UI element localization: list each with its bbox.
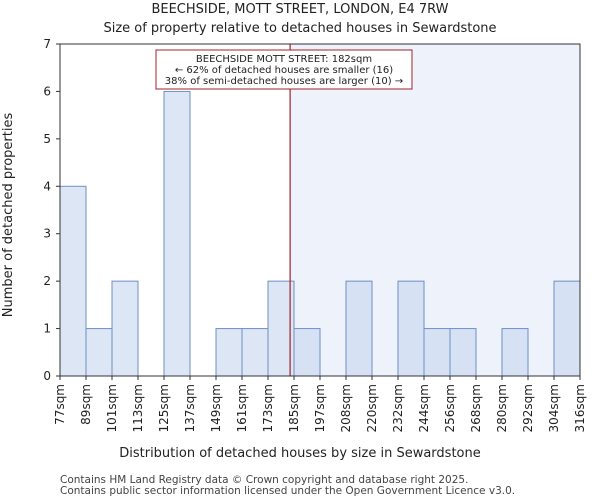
x-tick-label: 292sqm [521,384,535,432]
bar-304sqm [553,280,581,377]
x-tick-label: 185sqm [287,384,301,432]
x-axis-ticks: 77sqm 89sqm 101sqm 113sqm 125sqm 137sqm 149sqm… [53,376,587,432]
y-tick-label: 4 [43,179,51,193]
bar-77sqm [59,185,87,377]
bar-256sqm [449,328,477,377]
annotation-line-2: ← 62% of detached houses are smaller (16… [175,65,393,76]
x-tick-label: 244sqm [417,384,431,432]
x-tick-label: 268sqm [469,384,483,432]
annotation-frame [155,49,413,90]
annotation-line-1: BEECHSIDE MOTT STREET: 182sqm [196,54,372,65]
x-tick-label: 220sqm [365,384,379,432]
x-tick-label: 101sqm [105,384,119,432]
bar-185sqm [293,328,321,377]
footer-line-1: Contains HM Land Registry data © Crown c… [60,474,468,486]
chart-title: BEECHSIDE, MOTT STREET, LONDON, E4 7RW [151,2,448,17]
x-tick-label: 89sqm [79,384,93,425]
x-tick-label: 137sqm [183,384,197,432]
y-tick-label: 7 [43,37,51,51]
bar-232sqm [397,280,425,377]
annotation-box: BEECHSIDE MOTT STREET: 182sqm ← 62% of d… [155,49,413,90]
x-tick-label: 125sqm [157,384,171,432]
bar-89sqm [85,328,113,377]
bar-280sqm [501,328,529,377]
annotation-line-3: 38% of semi-detached houses are larger (… [165,76,403,87]
x-tick-label: 161sqm [235,384,249,432]
y-axis-ticks: 0 1 2 3 4 5 6 7 [43,37,60,383]
x-tick-label: 77sqm [53,384,67,425]
x-tick-label: 256sqm [443,384,457,432]
y-tick-label: 1 [43,322,51,336]
bar-208sqm [345,280,373,377]
x-tick-label: 173sqm [261,384,275,432]
x-tick-label: 149sqm [209,384,223,432]
x-tick-label: 316sqm [573,384,587,432]
y-axis-label: Number of detached properties [1,113,16,318]
x-tick-label: 197sqm [313,384,327,432]
x-tick-label: 304sqm [547,384,561,432]
x-tick-label: 232sqm [391,384,405,432]
x-axis-label: Distribution of detached houses by size … [119,446,481,461]
larger-region-shade [290,44,580,376]
bar-161sqm [241,328,269,377]
bar-149sqm [215,328,243,377]
footer-line-2: Contains public sector information licen… [60,485,515,497]
bar-125sqm [163,90,191,377]
y-tick-label: 5 [43,132,51,146]
bar-244sqm [423,328,451,377]
y-tick-label: 6 [43,84,51,98]
y-tick-label: 3 [43,227,51,241]
y-tick-label: 2 [43,274,51,288]
x-tick-label: 280sqm [495,384,509,432]
bar-101sqm [111,280,139,377]
x-tick-label: 208sqm [339,384,353,432]
y-tick-label: 0 [43,369,51,383]
chart-subtitle: Size of property relative to detached ho… [103,21,496,36]
x-tick-label: 113sqm [131,384,145,432]
